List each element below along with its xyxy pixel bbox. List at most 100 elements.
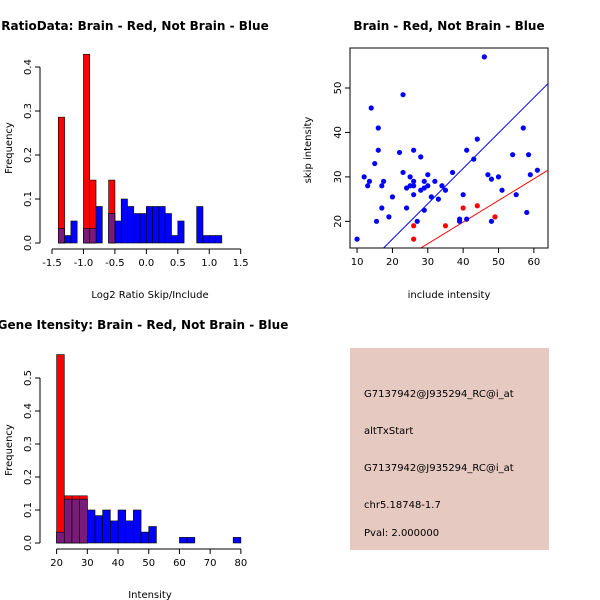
p1-x-tick-label: -1.5	[42, 258, 62, 269]
p2-y-tick-label: 50	[333, 82, 344, 95]
ratio-ylabel: Frequency	[4, 122, 15, 174]
p2-y-tick-label: 40	[333, 126, 344, 139]
scatter-point-not-brain	[396, 149, 403, 156]
p3-bar-overlap	[79, 498, 88, 544]
p3-bar-not-brain	[102, 509, 111, 544]
scatter-point-not-brain	[442, 187, 449, 193]
scatter-point-brain	[411, 223, 417, 229]
p1-bar-overlap	[83, 228, 91, 244]
p1-x-tick-label: 0.5	[170, 258, 186, 269]
p3-y-tick-label: 0.0	[23, 535, 34, 551]
scatter-point-not-brain	[488, 176, 495, 182]
scatter-frame	[349, 47, 549, 249]
p2-x-tick-label: 60	[527, 257, 540, 268]
scatter-point-not-brain	[488, 218, 495, 224]
p1-x-tick-label: 1.5	[233, 258, 249, 269]
scatter-ylabel: skip intensity	[303, 117, 314, 184]
p3-y-tick-label: 0.4	[23, 403, 34, 419]
p3-x-tick-label: 80	[234, 558, 247, 569]
scatter-point-not-brain	[373, 218, 380, 224]
p1-bar-not-brain	[202, 235, 210, 244]
scatter-point-not-brain	[375, 147, 381, 153]
scatter-point-not-brain	[361, 174, 367, 180]
p1-bar-not-brain	[171, 235, 179, 244]
scatter-point-not-brain	[449, 169, 456, 176]
scatter-point-not-brain	[400, 169, 406, 176]
scatter-point-not-brain	[418, 154, 424, 160]
p1-y-tick-label: 0.2	[23, 147, 34, 163]
p1-bar-not-brain	[208, 235, 216, 244]
p3-bar-not-brain	[148, 526, 157, 544]
scatter-point-not-brain	[380, 178, 387, 184]
scatter-point-not-brain	[520, 125, 526, 131]
p1-bar-not-brain	[64, 235, 72, 244]
scatter-point-not-brain	[389, 194, 396, 200]
p3-bar-not-brain	[232, 537, 242, 544]
p2-x-tick-label: 50	[492, 257, 505, 268]
not-brain-fit-line	[383, 83, 548, 248]
scatter-point-not-brain	[534, 167, 540, 173]
ratio-axes: -1.5 -1.0 -0.5 0.0 0.5 1.0 1.5 0.0 0.1 0.2 0.3 0.4	[23, 59, 249, 269]
scatter-point-not-brain	[510, 152, 516, 158]
scatter-point-not-brain	[411, 192, 417, 198]
p3-bar-not-brain	[87, 509, 96, 544]
p1-x-tick-label: 1.0	[201, 258, 217, 269]
scatter-point-not-brain	[411, 147, 417, 153]
p3-y-tick-label: 0.2	[23, 469, 34, 485]
p3-bar-not-brain	[133, 509, 142, 544]
p2-x-tick-label: 20	[386, 257, 399, 268]
p1-y-tick-label: 0.3	[23, 103, 34, 119]
p1-bar-not-brain	[133, 213, 141, 244]
scatter-point-not-brain	[485, 172, 491, 178]
p1-bar-brain	[83, 53, 91, 244]
scatter-point-not-brain	[400, 92, 406, 98]
p1-bar-not-brain	[139, 213, 147, 244]
p1-bar-not-brain	[196, 206, 204, 244]
scatter-point-not-brain	[379, 205, 385, 211]
scatter-point-brain	[474, 203, 480, 209]
scatter-point-not-brain	[421, 207, 427, 213]
p3-bar-overlap	[71, 498, 80, 544]
scatter-point-not-brain	[375, 125, 381, 131]
p1-bar-not-brain	[127, 206, 135, 244]
info-probe-id: G7137942@J935294_RC@i_at	[364, 389, 514, 400]
scatter-axes: 10 20 30 40 50 60 20 30 40 50	[333, 82, 540, 268]
p2-y-tick-label: 20	[333, 215, 344, 228]
p1-bar-not-brain	[120, 198, 128, 244]
p1-y-tick-label: 0.1	[23, 191, 34, 207]
info-event-type: altTxStart	[364, 426, 413, 437]
scatter-point-not-brain	[407, 174, 413, 180]
scatter-point-not-brain	[425, 172, 431, 178]
gene-ylabel: Frequency	[4, 424, 15, 476]
scatter-point-not-brain	[481, 54, 487, 60]
ratio-xlabel: Log2 Ratio Skip/Include	[91, 290, 208, 301]
scatter-point-not-brain	[474, 136, 480, 142]
info-pval: Pval: 2.000000	[364, 528, 439, 539]
scatter-point-not-brain	[372, 160, 378, 167]
gene-histogram-bars	[56, 354, 242, 544]
scatter-point-not-brain	[414, 218, 420, 224]
p2-x-tick-label: 30	[421, 257, 434, 268]
scatter-point-not-brain	[499, 187, 505, 193]
p3-bar-not-brain	[186, 537, 196, 544]
scatter-point-not-brain	[513, 192, 519, 198]
p1-bar-overlap	[108, 213, 116, 244]
scatter-point-not-brain	[411, 178, 417, 184]
p1-bar-not-brain	[215, 235, 223, 244]
gene-xlabel: Intensity	[128, 590, 172, 600]
p3-y-tick-label: 0.5	[23, 370, 34, 386]
scatter-title: Brain - Red, Not Brain - Blue	[353, 19, 544, 33]
scatter-point-brain	[460, 205, 466, 211]
scatter-point-not-brain	[411, 183, 417, 189]
p3-bar-not-brain	[140, 531, 150, 544]
p3-x-tick-label: 30	[81, 558, 94, 569]
p3-bar-overlap	[56, 531, 65, 544]
scatter-point-not-brain	[525, 152, 532, 158]
scatter-point-brain	[442, 223, 449, 229]
scatter-point-not-brain	[365, 183, 371, 189]
p3-x-tick-label: 60	[173, 558, 186, 569]
p1-bar-not-brain	[158, 206, 166, 244]
info-box	[350, 348, 549, 550]
p3-y-tick-label: 0.1	[23, 502, 34, 518]
